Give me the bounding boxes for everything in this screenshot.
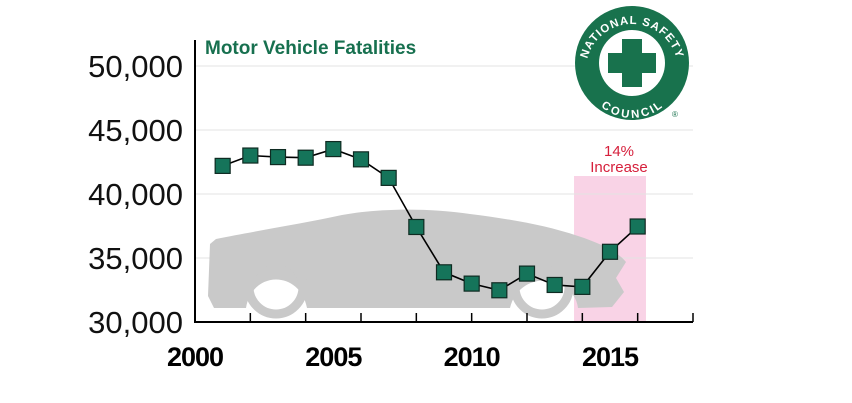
series-polyline [222,148,639,292]
data-point-2009 [435,264,453,281]
x-tick-label: 2000 [167,342,223,372]
increase-percent-label: 14% [604,143,634,160]
data-point-2016 [629,218,646,235]
data-point-2011 [491,282,508,299]
x-tick-label: 2015 [582,342,639,372]
data-point-2010 [463,275,480,292]
data-point-2014 [574,278,591,295]
data-point-2001 [214,157,231,174]
green-cross-icon [608,39,656,87]
data-point-2004 [297,149,314,166]
data-point-2002 [242,147,259,164]
chart-title: Motor Vehicle Fatalities [205,38,416,59]
data-point-2013 [546,276,563,294]
increase-word-label: Increase [590,159,648,176]
data-point-2015 [601,243,619,260]
x-tick-label: 2010 [444,342,500,372]
data-point-2006 [352,151,370,168]
y-tick-label: 40,000 [88,177,183,212]
fatalities-series-line [222,148,639,292]
y-tick-label: 30,000 [88,305,183,340]
x-axis-ticks [249,313,694,322]
car-illustration [208,209,626,319]
national-safety-council-logo: NATIONAL SAFETY COUNCIL ® [575,6,689,121]
registered-mark: ® [672,110,678,119]
x-tick-labels: 2000 2005 2010 2015 [167,342,640,372]
y-tick-label: 35,000 [88,241,183,276]
x-tick-label: 2005 [305,342,362,372]
data-point-2008 [408,218,425,236]
data-point-2012 [518,265,536,282]
data-point-2007 [380,169,397,186]
data-point-2003 [269,148,287,166]
data-point-2005 [325,140,342,158]
fatalities-series-markers [214,140,646,299]
y-tick-label: 45,000 [88,113,183,148]
y-tick-label: 50,000 [88,49,183,84]
y-tick-labels: 30,000 35,000 40,000 45,000 50,000 [88,49,183,340]
